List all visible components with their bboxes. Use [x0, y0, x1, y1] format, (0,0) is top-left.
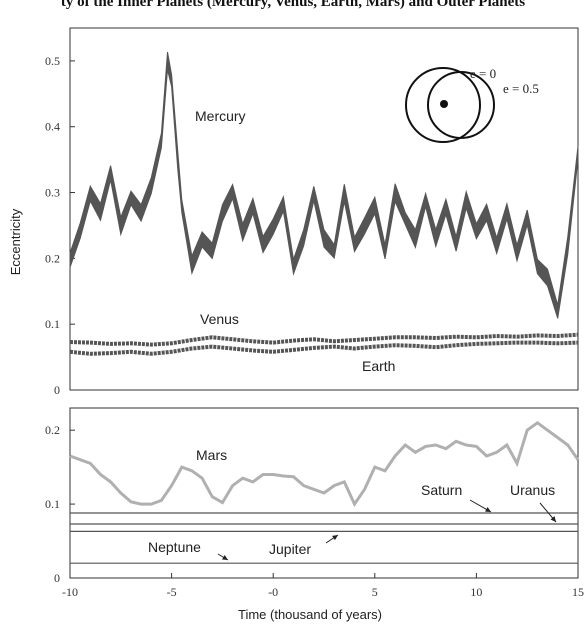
y-tick-label: 0.5: [45, 54, 60, 68]
y-axis-label: Eccentricity: [8, 208, 23, 275]
y-tick-label: 0: [54, 383, 60, 397]
series-earth-line: [69, 340, 579, 356]
figure-title-fragment: ty of the Inner Planets (Mercury, Venus,…: [61, 0, 525, 10]
neptune-arrow-icon: [217, 553, 229, 561]
x-tick-label: -0: [268, 585, 278, 599]
x-tick-label: -10: [62, 585, 78, 599]
label-venus: Venus: [200, 311, 239, 327]
saturn-arrow-icon: [469, 499, 492, 513]
inner-planets-panel: Eccentricity 0 0.1 0.2 0.3 0.4 0.5 Mercury Ven…: [8, 27, 579, 397]
series-mercury: [69, 51, 579, 319]
ellipse-e05-icon: [427, 71, 495, 139]
x-axis-label: Time (thousand of years): [238, 607, 382, 622]
focus-dot-icon: [440, 100, 448, 108]
eccentricity-inset: e = 0 e = 0.5: [405, 66, 539, 143]
inset-label-e05: e = 0.5: [503, 81, 539, 96]
y-tick-label: 0.2: [45, 251, 60, 265]
series-venus: [69, 332, 579, 347]
label-saturn: Saturn: [421, 482, 462, 498]
x-tick-label: 15: [572, 585, 584, 599]
y-tick-label: 0.2: [45, 423, 60, 437]
series-mars: [69, 420, 580, 508]
label-uranus: Uranus: [510, 482, 555, 498]
y-tick-label: 0.4: [45, 120, 60, 134]
label-neptune: Neptune: [148, 539, 201, 555]
x-tick-label: -5: [167, 585, 177, 599]
y-tick-label: 0: [54, 571, 60, 585]
uranus-arrow-icon: [539, 502, 557, 523]
series-mercury-band: [69, 51, 579, 319]
circle-e0-icon: [405, 67, 481, 143]
y-tick-label: 0.1: [45, 317, 60, 331]
jupiter-arrow-icon: [325, 534, 339, 544]
x-tick-label: 5: [372, 585, 378, 599]
label-earth: Earth: [362, 358, 395, 374]
outer-plot-frame: [69, 407, 579, 579]
inner-plot-frame: [69, 27, 579, 391]
series-mars-line: [69, 420, 580, 508]
y-tick-label: 0.3: [45, 186, 60, 200]
label-mars: Mars: [196, 447, 227, 463]
inset-label-e0: e = 0: [470, 66, 496, 81]
series-venus-line: [69, 332, 579, 347]
series-earth: [69, 340, 579, 356]
label-jupiter: Jupiter: [269, 541, 311, 557]
x-tick-label: 10: [470, 585, 482, 599]
y-tick-label: 0.1: [45, 497, 60, 511]
outer-planets-panel: 0 0.1 0.2 -10 -5 -0 5 10 15 Mars Saturn Uranus Jup…: [45, 407, 584, 622]
label-mercury: Mercury: [195, 108, 246, 124]
